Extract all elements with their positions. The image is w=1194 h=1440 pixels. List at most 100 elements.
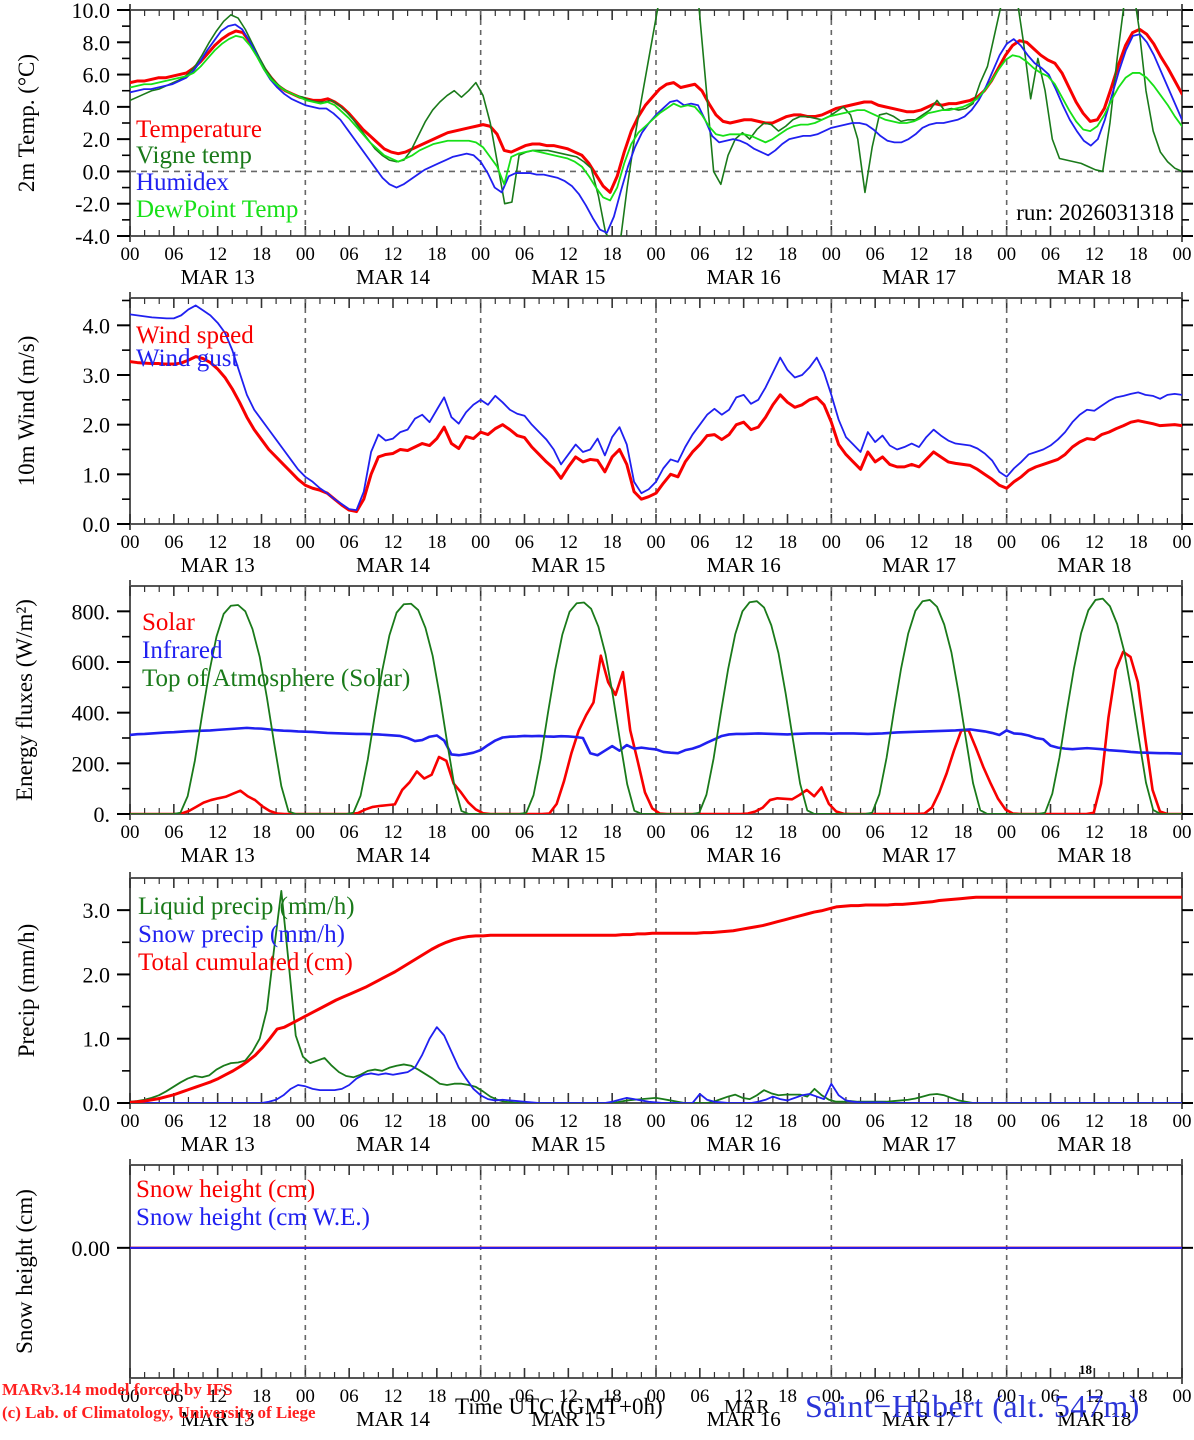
panel-precip: 0.0 1.0 2.0 3.0 Liquid precip (mm/h) Snow pre… xyxy=(0,866,1194,1155)
y-axis-title: Precip (mm/h) xyxy=(14,924,39,1058)
x-tick-label: 06 xyxy=(866,1111,885,1132)
y-tick-label: 0. xyxy=(94,802,111,827)
x-tick-label: 18 xyxy=(953,1111,972,1132)
x-tick-label: 06 xyxy=(164,822,183,843)
x-tick-label: 06 xyxy=(515,244,534,265)
x-tick-label: 18 xyxy=(252,532,271,553)
x-tick-label: 00 xyxy=(121,822,140,843)
legend-entry: Snow precip (mm/h) xyxy=(138,921,345,948)
legend-entry: Humidex xyxy=(136,169,230,196)
legend-entry: Total cumulated (cm) xyxy=(138,949,353,976)
x-tick-label: 18 xyxy=(427,1386,446,1407)
x-tick-label: 12 xyxy=(559,822,578,843)
x-day-label: MAR 17 xyxy=(882,265,956,288)
x-tick-label: 06 xyxy=(164,1111,183,1132)
x-tick-label: 00 xyxy=(296,1386,315,1407)
legend-entry: Infrared xyxy=(142,637,223,664)
x-day-label: MAR 18 xyxy=(1057,843,1131,866)
x-tick-label: 12 xyxy=(910,532,929,553)
panel-snow-height: 0.00 Snow height (cm) Snow height (cm W.E.… xyxy=(0,1155,1194,1440)
x-tick-label: 12 xyxy=(208,1111,227,1132)
x-tick-label: 00 xyxy=(997,1386,1016,1407)
x-tick-label: 12 xyxy=(1085,822,1104,843)
chart-temperature: -4.0 -2.0 0.0 2.0 4.0 6.0 8.0 10.0 TemperatureVi… xyxy=(14,0,1193,288)
x-day-label: MAR 17 xyxy=(882,1407,956,1431)
y-tick-label: -2.0 xyxy=(75,192,110,217)
x-tick-label: 18 xyxy=(1129,822,1148,843)
x-tick-label: 12 xyxy=(734,244,753,265)
x-tick-label: 00 xyxy=(647,532,666,553)
x-day-label: MAR 16 xyxy=(707,1132,781,1155)
x-tick-label: 06 xyxy=(866,244,885,265)
x-day-label: MAR 13 xyxy=(181,553,255,576)
footer-month-label: MAR xyxy=(724,1396,770,1418)
footer-model-credit: MARv3.14 model forced by IFS (c) Lab. of… xyxy=(2,1379,316,1425)
x-tick-label: 18 xyxy=(778,822,797,843)
x-tick-label: 00 xyxy=(1173,532,1192,553)
x-tick-label: 12 xyxy=(384,244,403,265)
x-tick-label: 00 xyxy=(822,822,841,843)
x-tick-label: 18 xyxy=(252,822,271,843)
x-tick-label: 12 xyxy=(384,1386,403,1407)
x-tick-label: 12 xyxy=(910,1111,929,1132)
series-group xyxy=(130,304,1182,514)
x-tick-label: 18 xyxy=(252,1111,271,1132)
x-tick-label: 00 xyxy=(471,1111,490,1132)
x-tick-label: 06 xyxy=(1041,532,1060,553)
x-tick-label: 12 xyxy=(208,822,227,843)
x-axis-labels: 00 06 12 18 00 06 12 18 00 06 12 18 00 06 12 18 00 06 12 18… xyxy=(121,244,1192,288)
legend-entry: DewPoint Temp xyxy=(136,196,298,223)
x-tick-label: 18 xyxy=(603,1111,622,1132)
series-line xyxy=(130,726,1182,757)
footer-time-axis-label: Time UTC (GMT+0h) xyxy=(455,1394,663,1419)
x-tick-label: 06 xyxy=(690,1386,709,1407)
y-tick-label: 800. xyxy=(72,599,111,624)
x-tick-label: 00 xyxy=(647,1386,666,1407)
x-tick-label: 12 xyxy=(559,244,578,265)
x-tick-label: 12 xyxy=(559,532,578,553)
x-tick-label: 00 xyxy=(296,244,315,265)
legend-entry: Wind gust xyxy=(136,345,239,372)
x-tick-label: 18 xyxy=(1129,244,1148,265)
x-tick-label: 12 xyxy=(910,822,929,843)
axes-temperature: -4.0 -2.0 0.0 2.0 4.0 6.0 8.0 10.0 xyxy=(72,0,1193,249)
x-day-label: MAR 15 xyxy=(531,1132,605,1155)
x-tick-label: 18 xyxy=(1129,1111,1148,1132)
x-axis-labels: 00 06 12 18 00 06 12 18 00 06 12 18 00 06 12 18 00 06 12 18… xyxy=(121,532,1192,576)
legend-entry: Wind speed xyxy=(136,322,254,349)
axes-snow_height: 0.00 xyxy=(72,1159,1193,1384)
x-day-label: MAR 18 xyxy=(1057,1132,1131,1155)
y-tick-label: 0.00 xyxy=(72,1236,111,1261)
x-day-label: MAR 13 xyxy=(181,265,255,288)
series-line xyxy=(130,8,1182,236)
y-tick-label: 4.0 xyxy=(83,313,111,338)
x-day-label: MAR 14 xyxy=(356,1132,431,1155)
x-tick-label: 12 xyxy=(384,532,403,553)
y-tick-label: 2.0 xyxy=(83,127,111,152)
legend-entry: Snow height (cm) xyxy=(136,1176,315,1203)
legend: Snow height (cm)Snow height (cm W.E.) xyxy=(136,1176,370,1231)
legend-entry: Vigne temp xyxy=(136,142,252,169)
series-group xyxy=(130,597,1182,814)
panel-10m-wind: 0.0 1.0 2.0 3.0 4.0 Wind speed Wind gust 00 06 12… xyxy=(0,288,1194,576)
x-tick-label: 00 xyxy=(121,532,140,553)
run-annotation: run: 2026031318 xyxy=(1016,200,1174,225)
x-tick-label: 06 xyxy=(340,532,359,553)
y-tick-label: 3.0 xyxy=(83,898,111,923)
x-tick-label: 18 xyxy=(603,822,622,843)
x-tick-label: 18 xyxy=(953,1386,972,1407)
x-tick-label: 00 xyxy=(121,244,140,265)
x-tick-label: 00 xyxy=(822,244,841,265)
x-day-label: MAR 17 xyxy=(882,553,956,576)
y-tick-label: 2.0 xyxy=(83,962,111,987)
x-tick-label: 00 xyxy=(647,822,666,843)
x-tick-label: 00 xyxy=(1173,244,1192,265)
y-tick-label: -4.0 xyxy=(75,224,110,249)
x-axis-labels: 00 06 12 18 00 06 12 18 00 06 12 18 00 06 12 18 00 06 12 18… xyxy=(121,822,1192,866)
x-tick-label: 06 xyxy=(164,1386,183,1407)
x-tick-label: 06 xyxy=(1041,1111,1060,1132)
legend-entry: Snow height (cm W.E.) xyxy=(136,1204,370,1231)
y-tick-label: 0.0 xyxy=(83,159,111,184)
